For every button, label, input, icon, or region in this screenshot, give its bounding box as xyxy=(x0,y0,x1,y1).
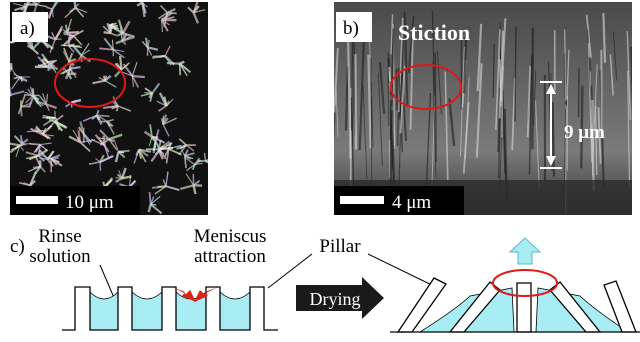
texture-stroke xyxy=(157,186,165,187)
texture-stroke xyxy=(553,102,554,177)
annotation: Rinse xyxy=(38,226,81,247)
texture-stroke xyxy=(515,27,516,121)
dried-diagram xyxy=(390,238,640,332)
texture-stroke xyxy=(52,9,53,17)
scale-label: 4 μm xyxy=(392,192,431,213)
annotation: attraction xyxy=(194,246,266,267)
texture-stroke xyxy=(150,192,151,204)
panel-label: a) xyxy=(20,18,35,39)
texture-stroke xyxy=(115,178,122,179)
texture-stroke xyxy=(167,63,180,64)
texture-stroke xyxy=(99,48,113,49)
scale-label: 10 μm xyxy=(65,192,114,213)
texture-stroke xyxy=(29,144,40,145)
panel-label: b) xyxy=(343,18,359,39)
texture-stroke xyxy=(20,144,26,145)
texture-stroke xyxy=(132,76,144,77)
rinse-diagram xyxy=(62,287,278,330)
texture-stroke xyxy=(97,115,110,116)
texture-stroke xyxy=(355,54,356,149)
texture-stroke xyxy=(61,45,69,46)
annotation: solution xyxy=(29,246,91,267)
panel-title: Stiction xyxy=(398,20,470,45)
texture-stroke xyxy=(592,100,593,190)
texture-stroke xyxy=(180,64,181,75)
height-label: 9 μm xyxy=(564,122,605,143)
texture-stroke xyxy=(158,148,173,150)
texture-stroke xyxy=(74,0,75,8)
texture-stroke xyxy=(21,107,22,117)
scale-bar xyxy=(16,196,58,204)
texture-stroke xyxy=(104,76,105,81)
texture-stroke xyxy=(118,152,124,153)
process-label: Drying xyxy=(310,289,361,309)
leader-lines xyxy=(100,254,438,300)
annotation: Meniscus xyxy=(194,226,267,247)
figure: a) 10 μm b) Stiction 9 μm 4 μm c) Rinse … xyxy=(0,0,640,342)
texture-stroke xyxy=(532,28,533,150)
panel-label: c) xyxy=(10,236,25,257)
texture-stroke xyxy=(66,25,67,33)
scale-bar xyxy=(340,196,384,204)
texture-stroke xyxy=(162,20,163,32)
annotation: Pillar xyxy=(319,236,361,257)
texture-stroke xyxy=(67,32,79,33)
texture-stroke xyxy=(2,92,11,95)
